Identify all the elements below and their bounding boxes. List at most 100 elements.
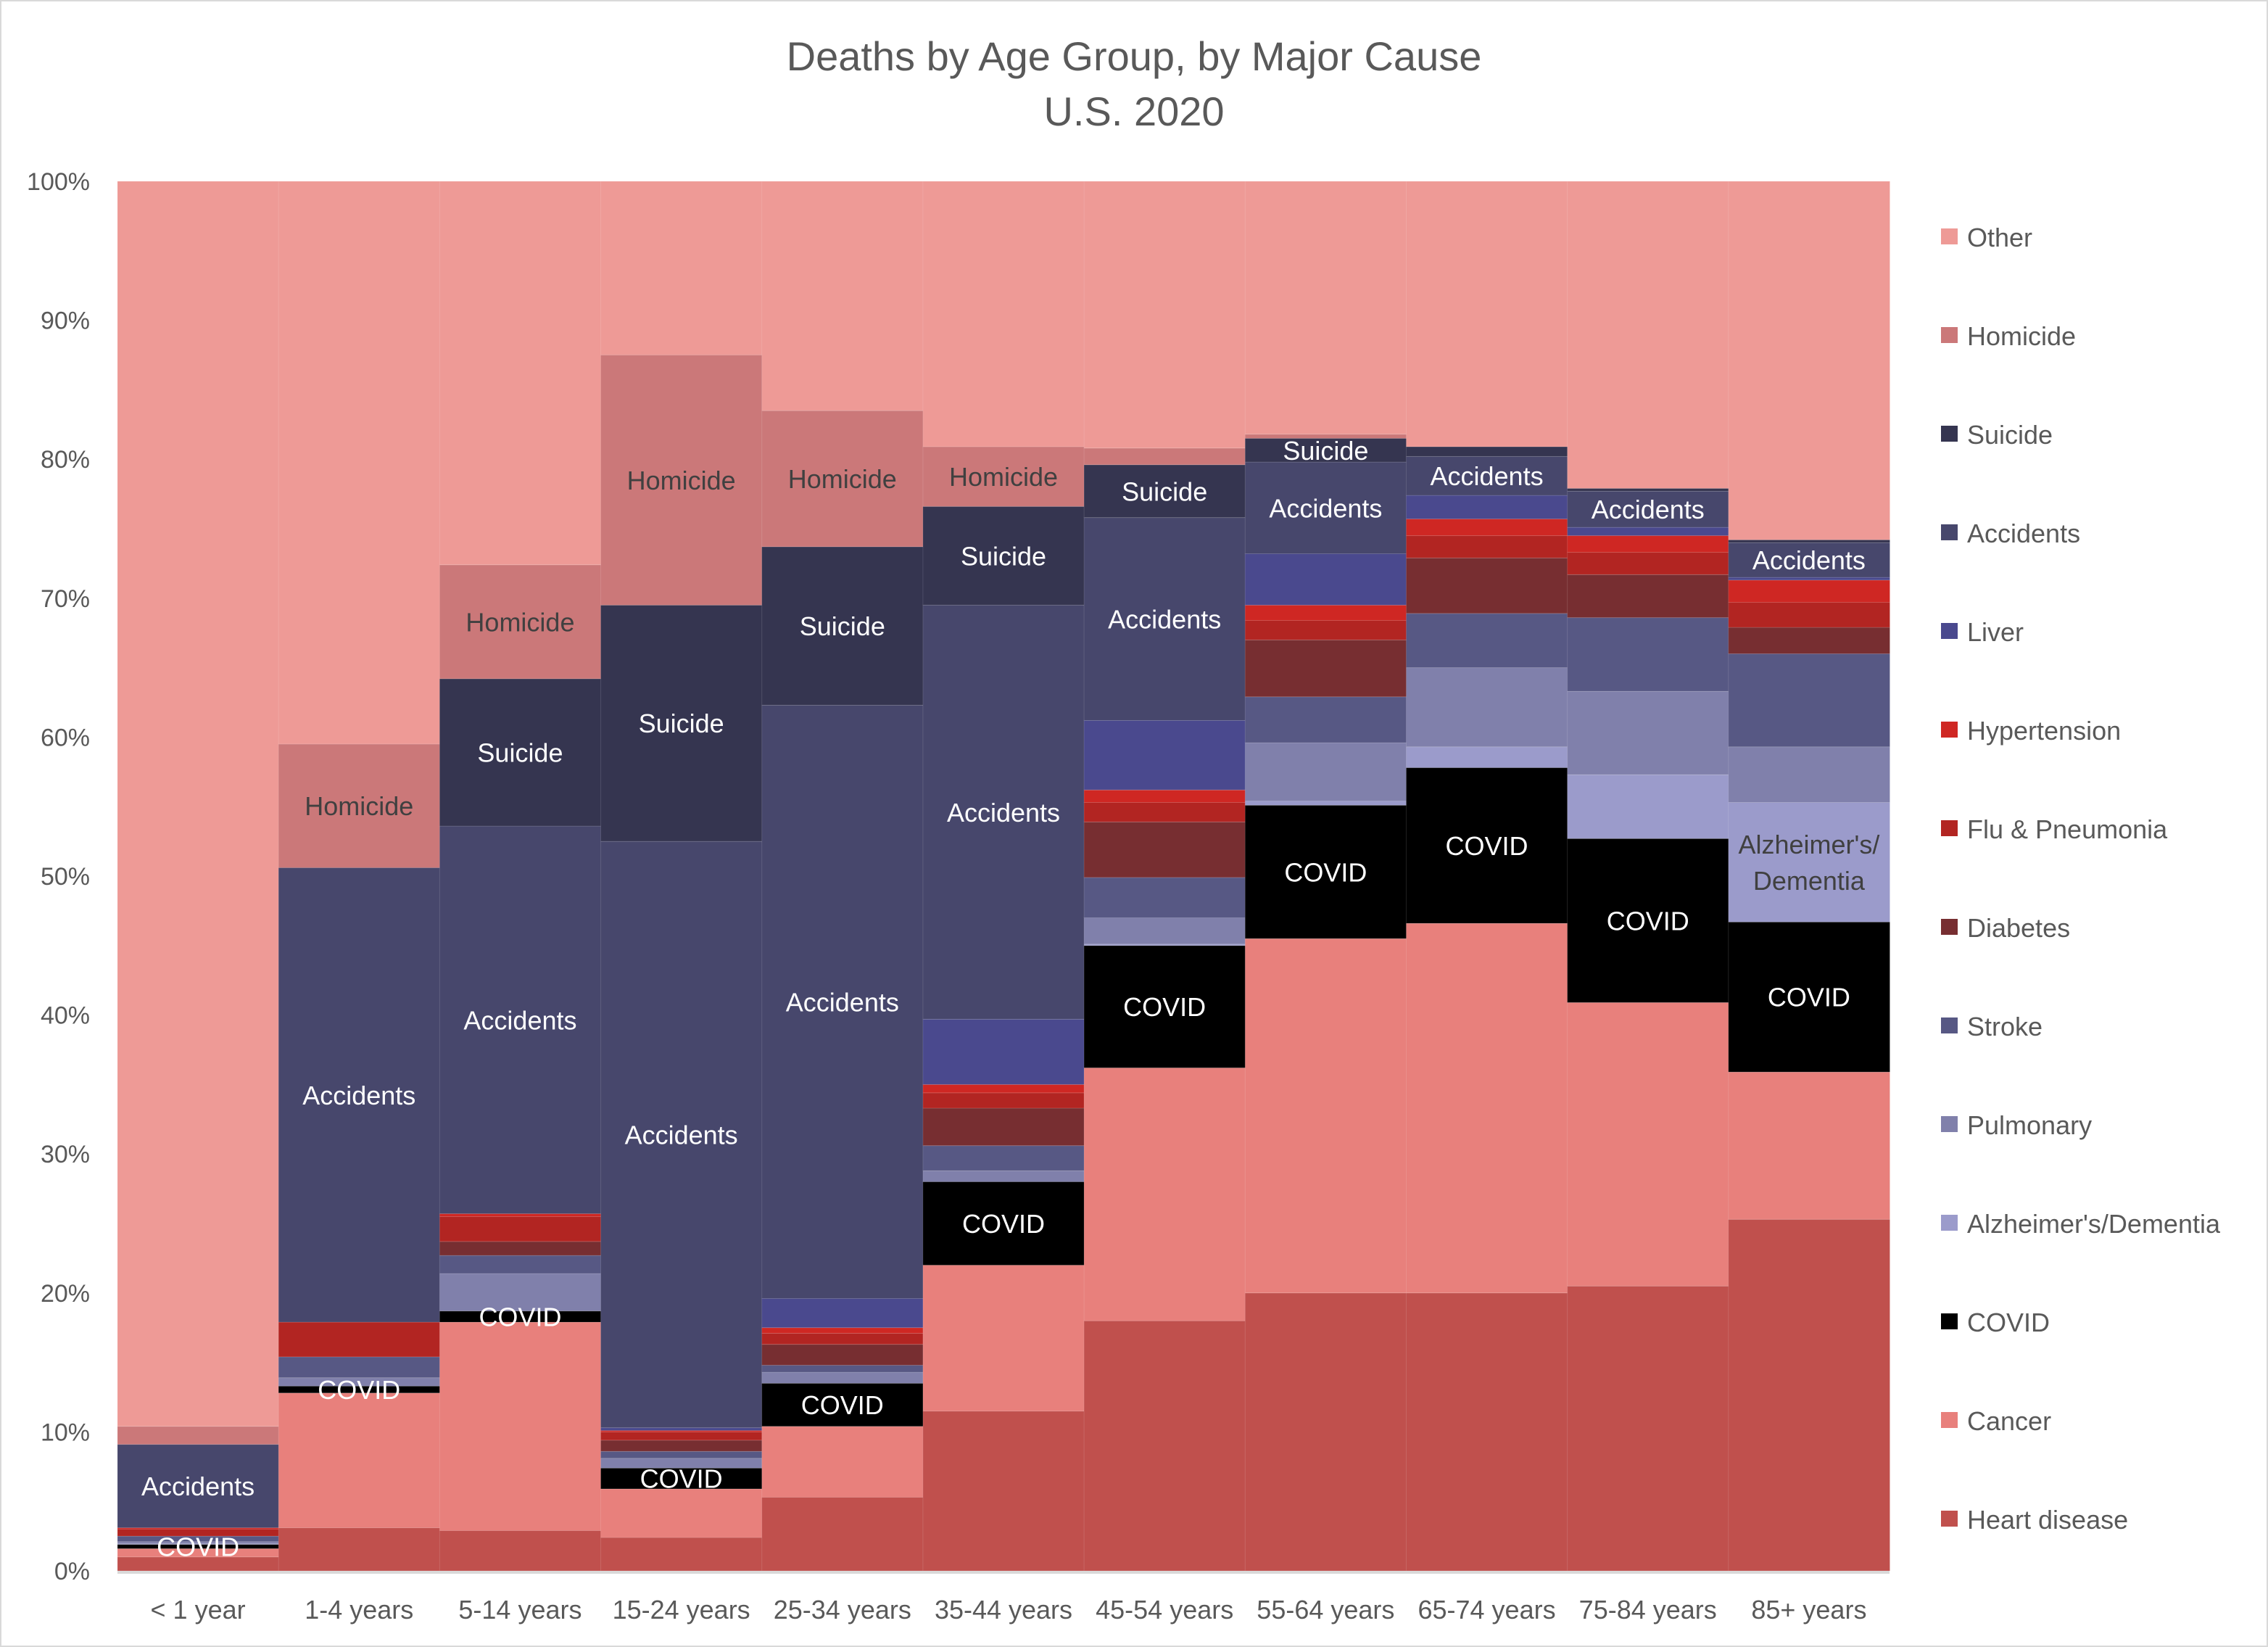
legend-label: Suicide — [1967, 420, 2053, 450]
legend: Other Homicide Suicide Accidents Liver Hypert… — [1941, 223, 2221, 1535]
segment-label-covid-45-54-years: COVID — [1123, 992, 1206, 1022]
y-tick-label: 10% — [41, 1419, 90, 1446]
bar-segment-alzheimer-s-dementia-65-74-years — [1405, 746, 1568, 769]
legend-swatch — [1941, 1511, 1958, 1527]
legend-swatch — [1941, 722, 1958, 738]
bars-layer — [117, 181, 1891, 1572]
legend-swatch — [1941, 1313, 1958, 1329]
segment-label-homicide-25-34-years: Homicide — [788, 464, 897, 494]
segment-label-covid-35-44-years: COVID — [962, 1209, 1045, 1239]
y-tick-label: 40% — [41, 1002, 90, 1030]
bar-segment-alzheimer-s-dementia-55-64-years — [1244, 801, 1407, 806]
legend-item-accidents[interactable]: Accidents — [1941, 519, 2080, 548]
legend-swatch — [1941, 524, 1958, 540]
y-tick-label: 0% — [54, 1558, 90, 1585]
bar-segment-stroke-75-84-years — [1567, 617, 1729, 692]
bar-segment-heart-disease-65-74-years — [1405, 1292, 1568, 1572]
y-tick-label: 100% — [27, 168, 90, 196]
y-tick-label: 60% — [41, 724, 90, 751]
bar-segment-hypertension-5-14-years — [439, 1213, 602, 1217]
legend-item-other[interactable]: Other — [1941, 223, 2032, 252]
legend-label: Stroke — [1967, 1012, 2043, 1041]
bar-segment-heart-disease-35-44-years — [922, 1411, 1085, 1572]
bar-segment-hypertension-45-54-years — [1083, 789, 1246, 803]
bar-segment-other-45-54-years — [1083, 181, 1246, 449]
bar-segment-diabetes-45-54-years — [1083, 821, 1246, 878]
y-tick-label: 20% — [41, 1280, 90, 1308]
bar-segment-accidents-75-84-years — [1567, 490, 1729, 528]
bar-segment-other-35-44-years — [922, 181, 1085, 447]
legend-item-pulmonary[interactable]: Pulmonary — [1941, 1110, 2092, 1140]
bar-segment-diabetes-35-44-years — [922, 1107, 1085, 1147]
bar-segment-suicide-5-14-years — [439, 678, 602, 827]
bar-segment-diabetes-15-24-years — [600, 1440, 763, 1452]
legend-swatch — [1941, 1017, 1958, 1033]
bar-segment-cancer-1-4-years — [278, 1392, 441, 1529]
bar-segment-heart-disease-85-years — [1728, 1218, 1891, 1572]
legend-label: Heart disease — [1967, 1505, 2128, 1535]
bar-segment-cancer-25-34-years — [761, 1426, 924, 1498]
bar-segment-stroke-35-44-years — [922, 1145, 1085, 1171]
segment-label-suicide-55-64-years: Suicide — [1283, 436, 1368, 466]
bar-segment-diabetes-75-84-years — [1567, 574, 1729, 619]
legend-item-flu-pneumonia[interactable]: Flu & Pneumonia — [1941, 814, 2168, 844]
bar-segment-flu-pneumonia-65-74-years — [1405, 535, 1568, 558]
bar-segment-accidents-5-14-years — [439, 825, 602, 1215]
bar-segment-accidents-35-44-years — [922, 604, 1085, 1020]
x-axis: < 1 year 1-4 years 5-14 years 15-24 years 25… — [117, 1571, 1890, 1625]
bar-segment-pulmonary-5-14-years — [439, 1273, 602, 1312]
legend-item-stroke[interactable]: Stroke — [1941, 1012, 2043, 1041]
bar-segment-alzheimer-s-dementia-85-years — [1728, 801, 1891, 922]
bar-segment-hypertension-75-84-years — [1567, 535, 1729, 553]
legend-item-diabetes[interactable]: Diabetes — [1941, 913, 2070, 943]
bar-segment-pulmonary-85-years — [1728, 746, 1891, 803]
segment-label-homicide-5-14-years: Homicide — [465, 607, 574, 637]
legend-item-covid[interactable]: COVID — [1941, 1308, 2050, 1337]
x-tick-label: < 1 year — [151, 1595, 246, 1625]
bar-segment-covid-15-24-years — [600, 1467, 763, 1490]
x-tick-label: 15-24 years — [613, 1595, 750, 1625]
legend-item-suicide[interactable]: Suicide — [1941, 420, 2053, 450]
legend-item-liver[interactable]: Liver — [1941, 617, 2024, 647]
bar-segment-hypertension-55-64-years — [1244, 604, 1407, 621]
legend-swatch — [1941, 1215, 1958, 1231]
segment-label-accidents-45-54-years: Accidents — [1108, 605, 1221, 635]
bar-segment-flu-pneumonia-75-84-years — [1567, 552, 1729, 575]
y-tick-label: 30% — [41, 1141, 90, 1168]
segment-label-homicide-1-4-years: Homicide — [305, 791, 413, 821]
segment-label-covid-25-34-years: COVID — [801, 1390, 884, 1420]
bar-segment-heart-disease-1-4-years — [278, 1527, 441, 1572]
legend-item-hypertension[interactable]: Hypertension — [1941, 716, 2121, 746]
bar-segment-flu-pneumonia-25-34-years — [761, 1332, 924, 1345]
legend-item-alzheimer-s-dementia[interactable]: Alzheimer's/Dementia — [1941, 1209, 2221, 1239]
bar-segment-diabetes-65-74-years — [1405, 557, 1568, 614]
bar-segment-accidents-85-years — [1728, 542, 1891, 578]
bar-segment-heart-disease-25-34-years — [761, 1496, 924, 1572]
legend-item-heart-disease[interactable]: Heart disease — [1941, 1505, 2128, 1535]
segment-label-covid-55-64-years: COVID — [1284, 857, 1367, 887]
bar-segment-flu-pneumonia-35-44-years — [922, 1092, 1085, 1109]
segment-label-accidents-25-34-years: Accidents — [786, 987, 899, 1017]
bar-segment-stroke-45-54-years — [1083, 877, 1246, 918]
legend-item-homicide[interactable]: Homicide — [1941, 321, 2076, 351]
bar-segment-pulmonary-35-44-years — [922, 1170, 1085, 1183]
bar-segment-suicide-85-years — [1728, 539, 1891, 543]
bar-segment-diabetes-55-64-years — [1244, 639, 1407, 698]
segment-label-accidents-15-24-years: Accidents — [625, 1120, 738, 1149]
bar-segment-other-15-24-years — [600, 181, 763, 355]
y-tick-label: 80% — [41, 446, 90, 474]
legend-label: Pulmonary — [1967, 1110, 2092, 1140]
segment-label-accidents-85-years: Accidents — [1752, 545, 1866, 575]
segment-label-suicide-15-24-years: Suicide — [639, 709, 724, 738]
x-tick-label: 25-34 years — [774, 1595, 911, 1625]
bar-segment-hypertension-65-74-years — [1405, 519, 1568, 537]
segment-label-covid-1-year: COVID — [157, 1532, 239, 1561]
bar-segment-heart-disease-55-64-years — [1244, 1292, 1407, 1572]
segment-label-covid-15-24-years: COVID — [640, 1464, 723, 1494]
legend-item-cancer[interactable]: Cancer — [1941, 1406, 2051, 1436]
bar-segment-cancer-35-44-years — [922, 1264, 1085, 1412]
bar-segment-homicide-25-34-years — [761, 410, 924, 548]
bar-segment-other-85-years — [1728, 181, 1891, 540]
legend-swatch — [1941, 1412, 1958, 1428]
